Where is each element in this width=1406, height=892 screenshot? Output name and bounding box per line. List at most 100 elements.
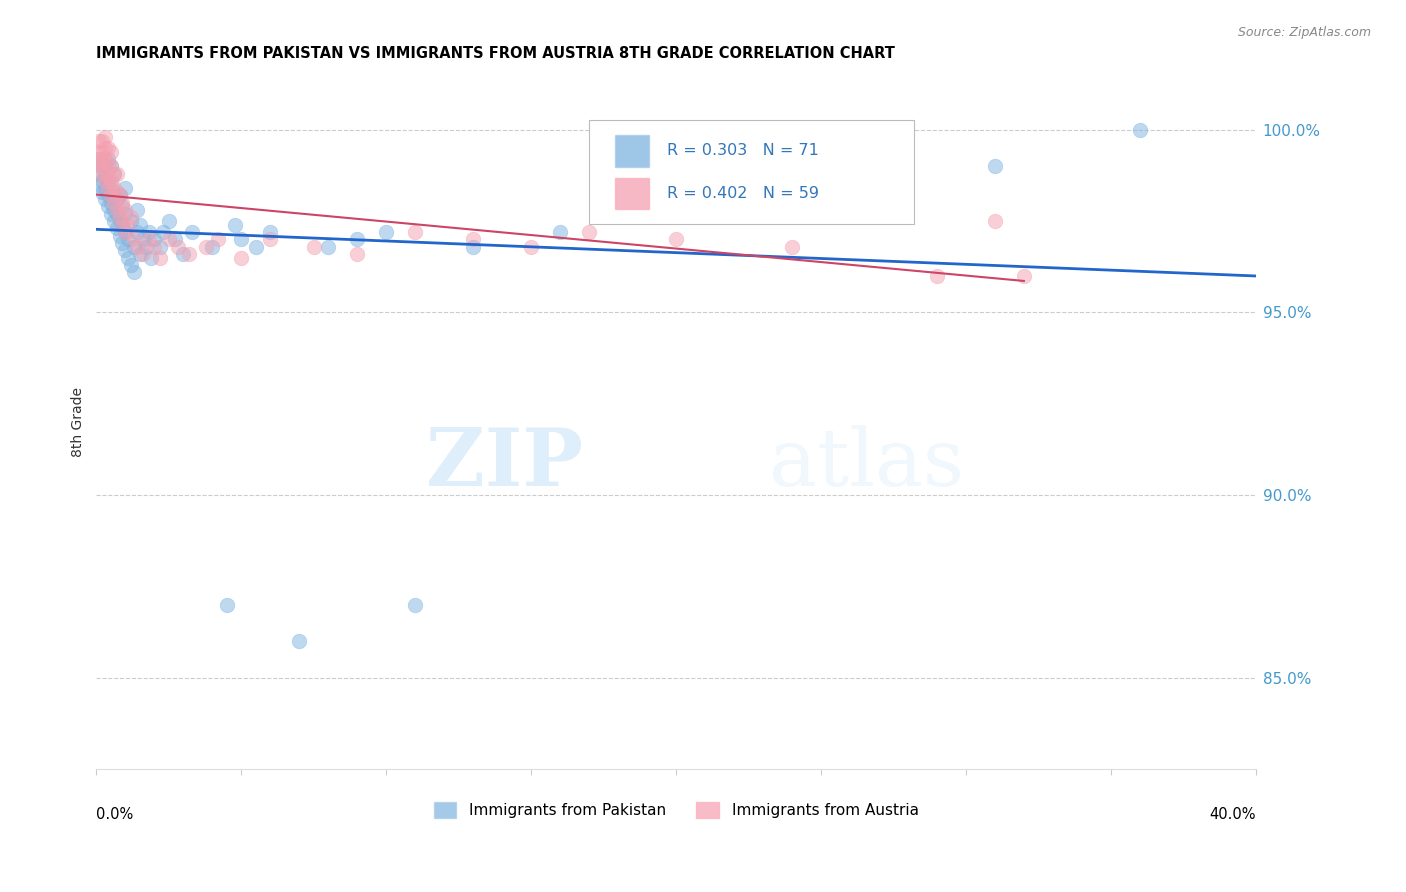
Point xyxy=(404,598,426,612)
Point xyxy=(114,207,136,221)
Point xyxy=(91,167,114,181)
Point xyxy=(108,211,131,225)
Point xyxy=(94,141,117,155)
Point xyxy=(108,228,131,243)
Bar xyxy=(614,178,650,209)
Point xyxy=(100,181,122,195)
Point xyxy=(105,203,128,218)
Point xyxy=(97,181,120,195)
Point xyxy=(149,240,172,254)
Point xyxy=(231,251,253,265)
Point xyxy=(138,225,160,239)
Point xyxy=(97,155,120,169)
Bar xyxy=(614,136,650,167)
Point xyxy=(94,162,117,177)
Point xyxy=(120,211,142,225)
Point xyxy=(157,232,180,246)
Point xyxy=(94,152,117,166)
Point xyxy=(665,232,688,246)
Point xyxy=(201,240,224,254)
Text: R = 0.402   N = 59: R = 0.402 N = 59 xyxy=(666,186,818,201)
Point xyxy=(463,240,485,254)
Point xyxy=(172,247,194,261)
Point xyxy=(177,247,200,261)
Point xyxy=(132,232,155,246)
Point xyxy=(105,192,128,206)
Point xyxy=(346,232,368,246)
Point xyxy=(181,225,204,239)
Point xyxy=(97,174,120,188)
Point xyxy=(259,232,281,246)
Point xyxy=(125,203,148,218)
Point xyxy=(103,181,125,195)
Point xyxy=(105,167,128,181)
Point xyxy=(163,232,186,246)
Point xyxy=(94,170,117,185)
Point xyxy=(103,167,125,181)
Point xyxy=(97,170,120,185)
Point xyxy=(207,232,229,246)
Point xyxy=(120,258,142,272)
Point xyxy=(925,268,948,283)
Point xyxy=(122,232,145,246)
Point xyxy=(94,130,117,145)
Point xyxy=(91,159,114,173)
Point xyxy=(114,225,136,239)
Point xyxy=(111,218,134,232)
Point xyxy=(141,251,163,265)
Point xyxy=(1129,122,1152,136)
Point xyxy=(91,174,114,188)
Point xyxy=(152,225,174,239)
Point xyxy=(231,232,253,246)
FancyBboxPatch shape xyxy=(589,120,914,224)
Point xyxy=(166,240,188,254)
Point xyxy=(91,134,114,148)
Point xyxy=(114,203,136,218)
Point xyxy=(288,634,311,648)
Point xyxy=(105,207,128,221)
Point xyxy=(89,167,111,181)
Point xyxy=(91,145,114,159)
Point xyxy=(984,214,1007,228)
Text: 0.0%: 0.0% xyxy=(97,807,134,822)
Point xyxy=(195,240,218,254)
Point xyxy=(143,240,166,254)
Point xyxy=(114,244,136,258)
Point xyxy=(100,145,122,159)
Y-axis label: 8th Grade: 8th Grade xyxy=(72,387,86,457)
Point xyxy=(984,159,1007,173)
Point xyxy=(103,167,125,181)
Point xyxy=(780,240,803,254)
Text: IMMIGRANTS FROM PAKISTAN VS IMMIGRANTS FROM AUSTRIA 8TH GRADE CORRELATION CHART: IMMIGRANTS FROM PAKISTAN VS IMMIGRANTS F… xyxy=(97,46,896,62)
Point xyxy=(94,174,117,188)
Point xyxy=(97,152,120,166)
Point xyxy=(89,152,111,166)
Text: R = 0.303   N = 71: R = 0.303 N = 71 xyxy=(666,144,818,159)
Point xyxy=(103,188,125,202)
Point xyxy=(1012,268,1035,283)
Point xyxy=(117,251,139,265)
Point xyxy=(97,141,120,155)
Point xyxy=(111,218,134,232)
Text: ZIP: ZIP xyxy=(426,425,583,503)
Point xyxy=(128,218,150,232)
Point xyxy=(128,247,150,261)
Point xyxy=(548,225,571,239)
Point xyxy=(94,181,117,195)
Point xyxy=(103,214,125,228)
Point xyxy=(100,174,122,188)
Point xyxy=(149,251,172,265)
Point xyxy=(100,195,122,210)
Point xyxy=(105,221,128,235)
Point xyxy=(91,185,114,199)
Point xyxy=(520,240,543,254)
Point xyxy=(138,232,160,246)
Point xyxy=(215,598,238,612)
Point xyxy=(117,232,139,246)
Text: atlas: atlas xyxy=(769,425,965,503)
Point xyxy=(89,134,111,148)
Point xyxy=(125,240,148,254)
Point xyxy=(117,218,139,232)
Point xyxy=(100,159,122,173)
Point xyxy=(100,159,122,173)
